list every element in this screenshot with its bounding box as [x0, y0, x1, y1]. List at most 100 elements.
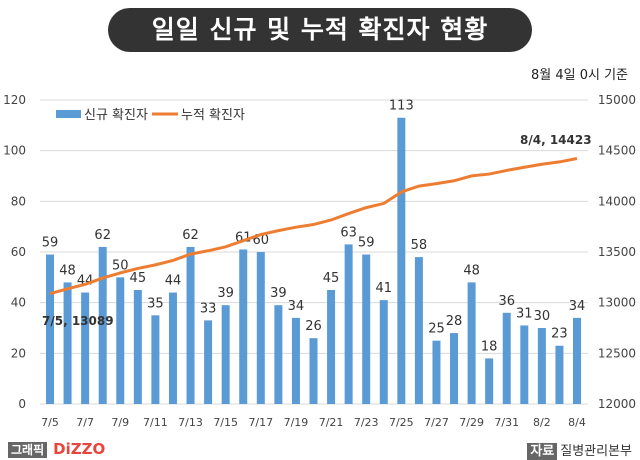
- bar: [485, 358, 494, 404]
- y-right-tick: 13000: [598, 296, 636, 310]
- bar-label: 34: [569, 299, 586, 314]
- x-tick: 7/23: [354, 416, 379, 429]
- bar: [414, 257, 423, 404]
- bar: [98, 246, 107, 404]
- x-tick: 7/21: [319, 416, 344, 429]
- x-tick: 7/25: [389, 416, 414, 429]
- bar: [379, 300, 388, 404]
- bar: [221, 305, 230, 404]
- bar: [133, 290, 142, 404]
- bar-label: 45: [323, 271, 340, 286]
- bar-label: 23: [551, 327, 568, 342]
- bar-label: 28: [446, 314, 463, 329]
- y-right-tick: 12500: [598, 346, 636, 360]
- bar-label: 30: [534, 309, 551, 324]
- cumulative-line: [49, 156, 578, 296]
- bar: [291, 317, 300, 404]
- bar-label: 50: [112, 258, 129, 273]
- bar: [81, 292, 90, 404]
- y-right-tick: 14500: [598, 144, 636, 158]
- annotation-end: 8/4, 14423: [520, 133, 592, 147]
- bar: [327, 290, 336, 404]
- y-right-tick: 15000: [598, 93, 636, 107]
- y-left-tick: 80: [11, 194, 26, 208]
- bar-label: 25: [428, 322, 445, 337]
- credit: 그래픽 DiZZO: [8, 440, 105, 458]
- bar-label: 36: [498, 294, 515, 309]
- bar: [467, 282, 476, 404]
- bar-label: 62: [94, 228, 111, 243]
- bar-label: 59: [42, 236, 59, 251]
- legend-line-label: 누적 확진자: [181, 108, 245, 123]
- y-left-tick: 120: [3, 93, 26, 107]
- bar-label: 113: [389, 99, 414, 114]
- bar-label: 26: [305, 319, 322, 334]
- bar: [256, 252, 265, 404]
- chart-title: 일일 신규 및 누적 확진자 현황: [108, 8, 532, 52]
- x-tick: 7/19: [284, 416, 309, 429]
- bar: [204, 320, 213, 404]
- bar-label: 31: [516, 306, 533, 321]
- bar-label: 39: [217, 286, 234, 301]
- y-right-tick: 13500: [598, 245, 636, 259]
- y-left-tick: 60: [11, 245, 26, 259]
- bar: [502, 312, 511, 404]
- bar: [239, 249, 248, 404]
- x-tick: 7/15: [213, 416, 238, 429]
- bar: [344, 244, 353, 404]
- source-name: 질병관리본부: [560, 444, 632, 459]
- x-tick: 7/31: [494, 416, 519, 429]
- x-tick: 8/2: [533, 416, 551, 429]
- bar: [274, 305, 283, 404]
- source: 자료 질병관리본부: [527, 440, 632, 460]
- y-left-tick: 100: [3, 144, 26, 158]
- bar: [151, 315, 160, 404]
- bar: [537, 328, 546, 404]
- x-tick: 7/11: [143, 416, 168, 429]
- source-tag: 자료: [527, 443, 558, 460]
- bar-label: 34: [288, 299, 305, 314]
- bar: [116, 277, 125, 404]
- credit-tag: 그래픽: [8, 442, 48, 458]
- bar-label: 18: [481, 339, 498, 354]
- bar: [362, 254, 371, 404]
- basis-date: 8월 4일 0시 기준: [530, 68, 628, 83]
- bar: [186, 246, 195, 404]
- x-tick: 7/29: [459, 416, 484, 429]
- x-tick: 7/5: [41, 416, 59, 429]
- chart: 0 12000 20 12500 40 13000 60 13500 80 14000 100 145…: [3, 93, 636, 429]
- bar: [309, 338, 318, 404]
- y-left-tick: 40: [11, 296, 26, 310]
- bar: [555, 345, 564, 404]
- bar-label: 48: [463, 263, 480, 278]
- bar-label: 63: [340, 225, 357, 240]
- bar-label: 33: [200, 301, 217, 316]
- bar-label: 45: [130, 271, 147, 286]
- y-right-tick: 12000: [598, 397, 636, 411]
- y-left-tick: 0: [18, 397, 26, 411]
- x-tick: 8/4: [568, 416, 586, 429]
- bar: [168, 292, 177, 404]
- x-tick: 7/7: [76, 416, 94, 429]
- bar: [432, 340, 441, 404]
- bar-label: 48: [59, 263, 76, 278]
- bar-label: 41: [375, 281, 392, 296]
- dizzo-logo: DiZZO: [53, 440, 106, 458]
- x-tick: 7/13: [178, 416, 203, 429]
- x-tick: 7/17: [248, 416, 273, 429]
- bar: [63, 282, 72, 404]
- bar-label: 35: [147, 296, 164, 311]
- bar-label: 58: [411, 238, 428, 253]
- bar-label: 44: [165, 274, 182, 289]
- bar: [46, 254, 54, 404]
- bar: [450, 333, 459, 404]
- x-tick: 7/9: [111, 416, 129, 429]
- bar: [520, 325, 529, 404]
- bar-label: 39: [270, 286, 287, 301]
- x-tick: 7/27: [424, 416, 449, 429]
- y-right-tick: 14000: [598, 194, 636, 208]
- bar-label: 62: [182, 228, 199, 243]
- legend-bar-label: 신규 확진자: [84, 108, 148, 123]
- y-left-tick: 20: [11, 346, 26, 360]
- legend-bar-swatch: [56, 110, 81, 118]
